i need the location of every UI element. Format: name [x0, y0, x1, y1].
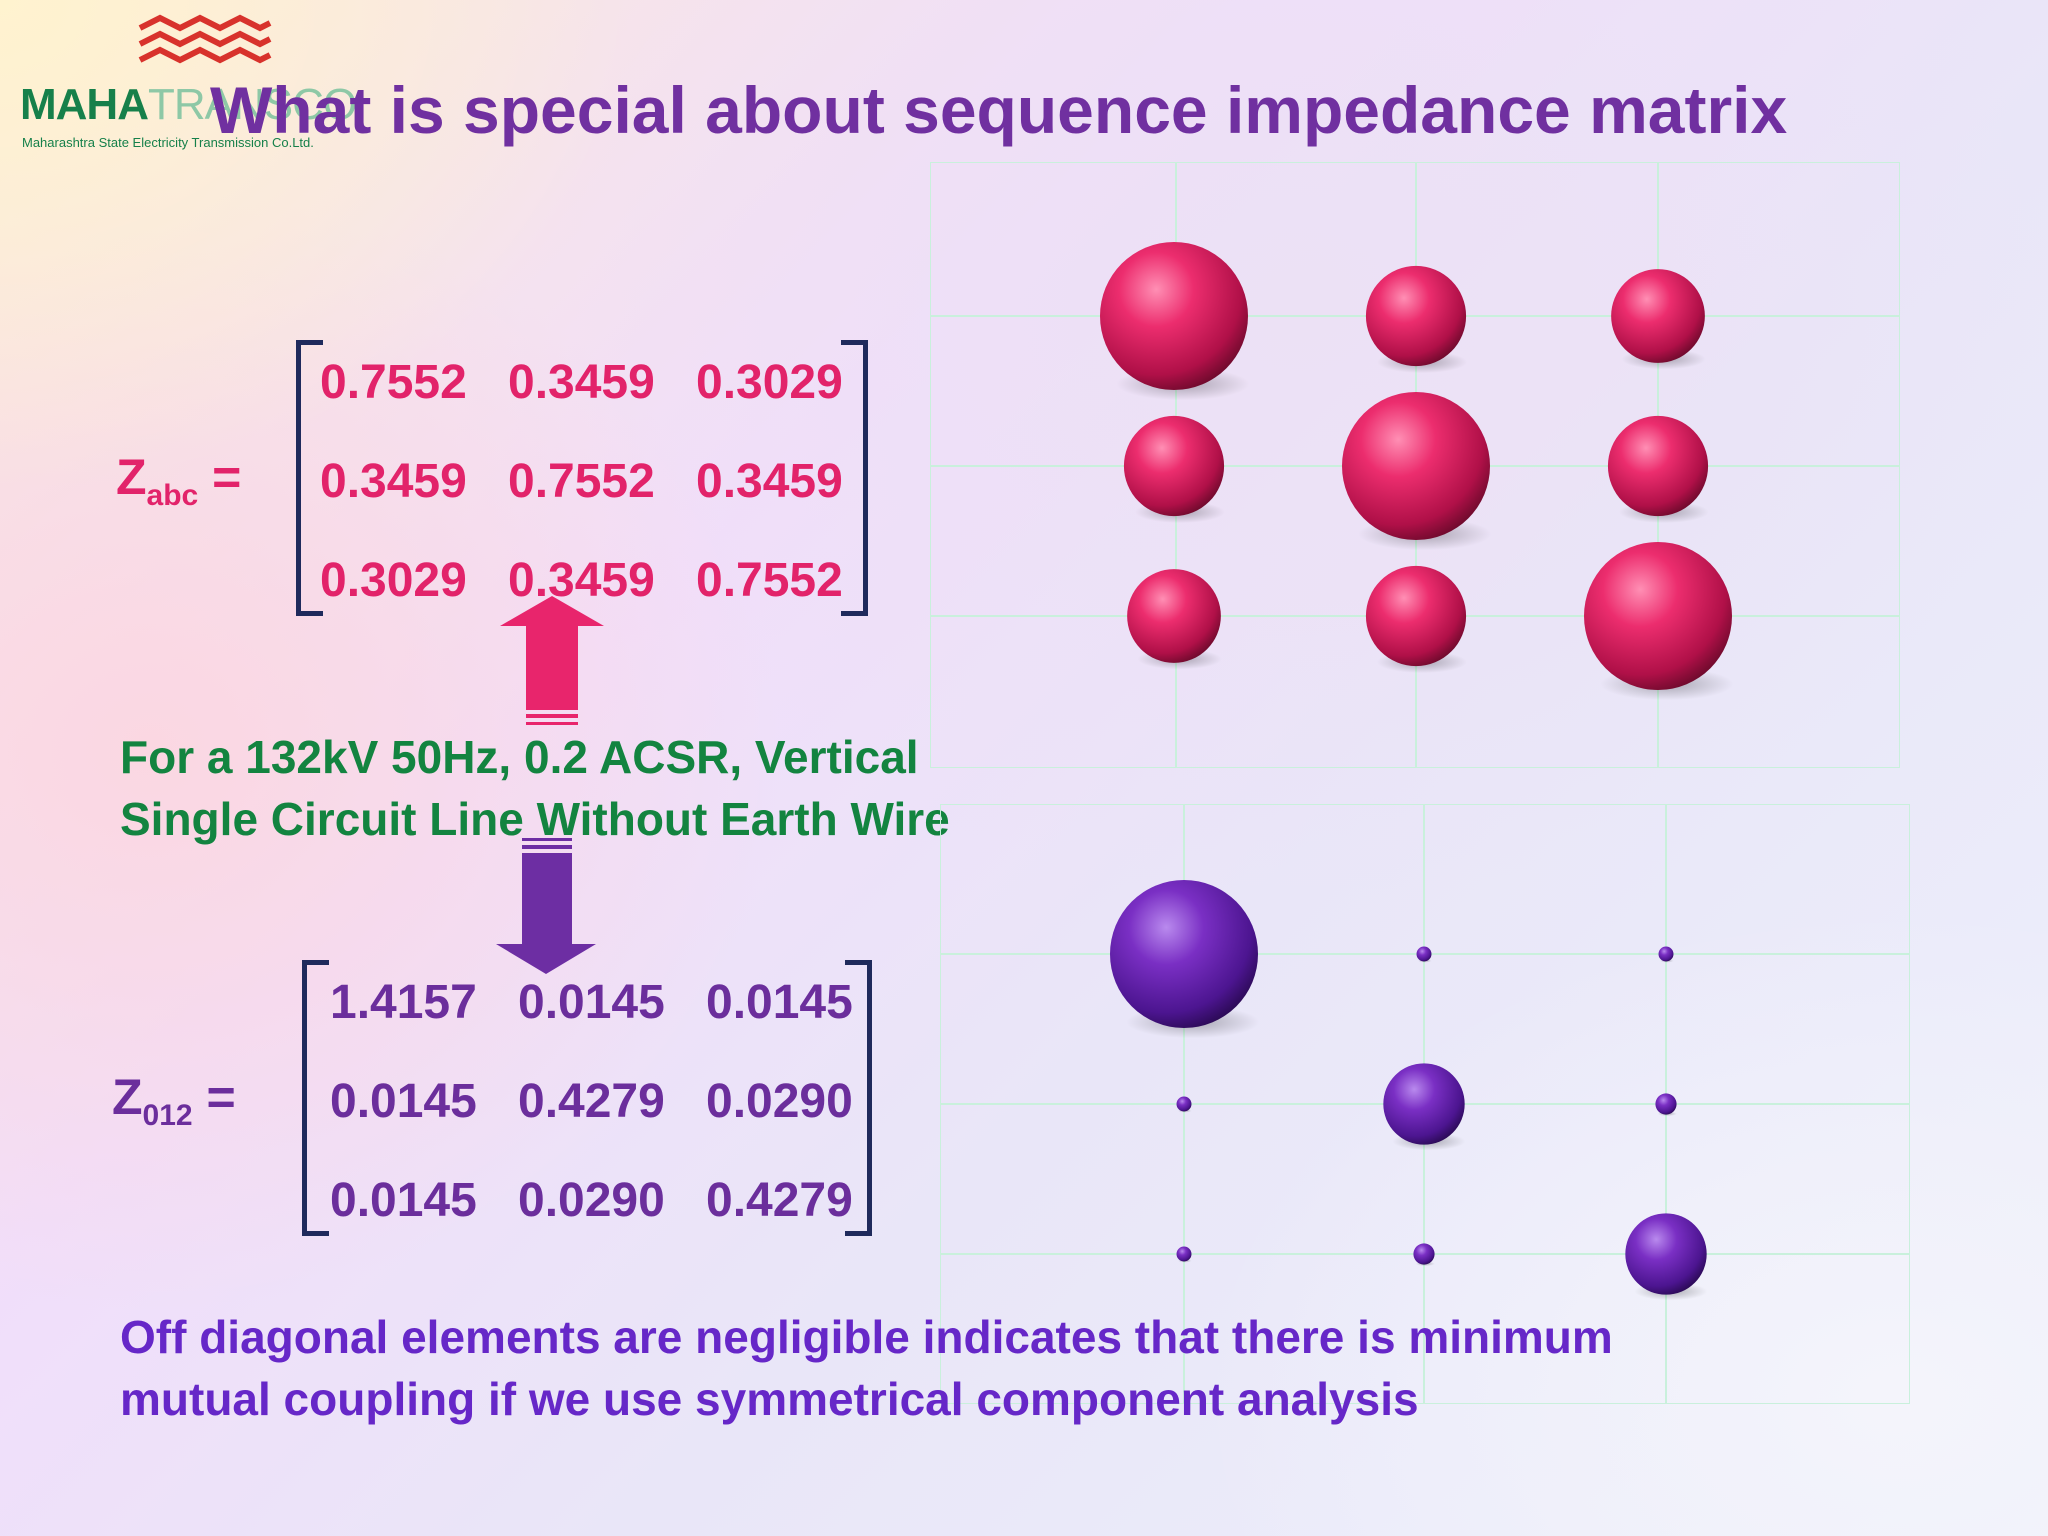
matrix-sphere — [1365, 565, 1467, 667]
matrix-cell: 0.0290 — [518, 1174, 665, 1227]
matrix-sphere — [1607, 415, 1709, 517]
logo-wordmark: MAHATRANSCO — [20, 80, 357, 129]
down-arrow-icon — [496, 838, 596, 974]
matrix-cell: 0.3029 — [320, 554, 467, 607]
matrix-cell: 1.4157 — [330, 976, 477, 1029]
zabc-label: Zabc = — [116, 449, 242, 512]
matrix-sphere — [1342, 392, 1490, 540]
logo-tagline: Maharashtra State Electricity Transmissi… — [22, 135, 314, 150]
z012-label: Z012 = — [112, 1069, 236, 1132]
z012-sphere-grid — [940, 804, 1910, 1404]
matrix-sphere — [1416, 946, 1432, 962]
matrix-sphere — [1123, 415, 1225, 517]
matrix-cell: 0.7552 — [508, 455, 655, 508]
left-bracket — [296, 340, 323, 616]
matrix-sphere — [1611, 269, 1705, 363]
conclusion-text: Off diagonal elements are negligible ind… — [120, 1311, 1613, 1425]
matrix-sphere — [1383, 1063, 1465, 1145]
wave-logo-icon — [138, 14, 272, 64]
up-arrow-icon — [500, 596, 604, 725]
matrix-cell: 0.0145 — [330, 1075, 477, 1128]
z012-matrix: 1.4157 0.0145 0.0145 0.0145 0.4279 0.029… — [302, 960, 872, 1236]
matrix-sphere — [1584, 542, 1732, 690]
matrix-sphere — [1110, 880, 1258, 1028]
matrix-sphere — [1176, 1246, 1192, 1262]
matrix-sphere — [1365, 265, 1467, 367]
matrix-sphere — [1413, 1243, 1435, 1265]
matrix-cell: 0.0145 — [518, 976, 665, 1029]
right-bracket — [845, 960, 872, 1236]
right-bracket — [841, 340, 868, 616]
matrix-sphere — [1176, 1096, 1192, 1112]
left-bracket — [302, 960, 329, 1236]
matrix-cell: 0.3459 — [508, 554, 655, 607]
matrix-cell: 0.3459 — [320, 455, 467, 508]
matrix-cell: 0.4279 — [706, 1174, 853, 1227]
zabc-sphere-grid — [930, 162, 1900, 768]
slide-title: What is special about sequence impedance… — [210, 73, 1788, 147]
matrix-cell: 0.0145 — [706, 976, 853, 1029]
company-logo: MAHATRANSCO Maharashtra State Electricit… — [20, 14, 380, 154]
matrix-cell: 0.3459 — [508, 356, 655, 409]
matrix-sphere — [1100, 242, 1248, 390]
matrix-cell: 0.7552 — [320, 356, 467, 409]
matrix-sphere — [1658, 946, 1674, 962]
matrix-cell: 0.3459 — [696, 455, 843, 508]
matrix-cell: 0.7552 — [696, 554, 843, 607]
matrix-sphere — [1625, 1213, 1707, 1295]
line-description: For a 132kV 50Hz, 0.2 ACSR, Vertical Sin… — [120, 731, 950, 845]
zabc-matrix: 0.7552 0.3459 0.3029 0.3459 0.7552 0.345… — [296, 340, 868, 616]
matrix-cell: 0.0290 — [706, 1075, 853, 1128]
matrix-sphere — [1655, 1093, 1677, 1115]
matrix-sphere — [1127, 569, 1221, 663]
matrix-cell: 0.0145 — [330, 1174, 477, 1227]
matrix-cell: 0.4279 — [518, 1075, 665, 1128]
matrix-cell: 0.3029 — [696, 356, 843, 409]
